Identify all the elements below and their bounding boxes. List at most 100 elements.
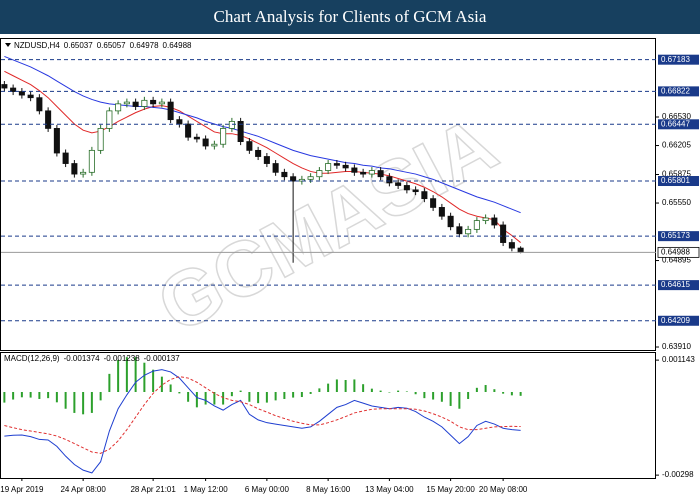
macd-bar bbox=[20, 392, 23, 398]
candle-body bbox=[1, 84, 8, 89]
price-label: 0.64988 bbox=[661, 247, 690, 256]
candle-body bbox=[27, 94, 34, 99]
macd-bar bbox=[467, 392, 470, 399]
y-tick-label: -0.00298 bbox=[662, 470, 694, 479]
macd-bar bbox=[29, 392, 32, 398]
macd-value: -0.001374 bbox=[64, 354, 101, 363]
y-tick-label: 0.66205 bbox=[662, 141, 691, 150]
candle-body bbox=[325, 163, 332, 171]
macd-bar bbox=[239, 390, 242, 393]
ohlc-value: 0.65057 bbox=[97, 41, 126, 50]
macd-line bbox=[4, 376, 521, 454]
candle-body bbox=[45, 110, 52, 129]
macd-bar bbox=[73, 392, 76, 413]
y-tick-label: 0.66530 bbox=[662, 112, 691, 121]
level-box bbox=[658, 231, 699, 242]
candle-body bbox=[517, 247, 524, 253]
y-tick-label: 0.001143 bbox=[662, 355, 695, 364]
level-label: 0.66822 bbox=[661, 86, 690, 95]
level-label: 0.66447 bbox=[661, 119, 690, 128]
ohlc-value: 0.65037 bbox=[64, 41, 93, 50]
price-header: NZDUSD,H4 0.65037 0.65057 0.64978 0.64988 bbox=[14, 41, 192, 50]
macd-bar bbox=[309, 392, 312, 394]
macd-bar bbox=[90, 392, 93, 413]
macd-bar bbox=[493, 389, 496, 393]
macd-bar bbox=[300, 392, 303, 398]
candle-body bbox=[307, 176, 314, 180]
x-tick-label: 19 Apr 2019 bbox=[0, 485, 44, 494]
macd-bar bbox=[440, 392, 443, 402]
macd-bar bbox=[265, 392, 268, 403]
candle-body bbox=[53, 128, 60, 154]
level-label: 0.64615 bbox=[661, 280, 690, 289]
title-bar bbox=[0, 0, 700, 34]
candle-body bbox=[211, 143, 218, 147]
macd-value: -0.000137 bbox=[144, 354, 181, 363]
price-panel bbox=[0, 38, 656, 351]
macd-bar bbox=[230, 392, 233, 397]
macd-bar bbox=[12, 392, 15, 400]
x-tick-label: 15 May 20:00 bbox=[426, 485, 475, 494]
macd-bar bbox=[187, 392, 190, 402]
level-box bbox=[658, 280, 699, 291]
macd-bar bbox=[178, 392, 181, 394]
macd-bar bbox=[397, 390, 400, 393]
candle-body bbox=[491, 217, 498, 226]
candle-body bbox=[141, 99, 148, 107]
moving-average bbox=[4, 55, 521, 214]
x-tick-label: 8 May 16:00 bbox=[306, 485, 351, 494]
price-box bbox=[657, 246, 700, 258]
macd-bar bbox=[125, 357, 128, 393]
candle-body bbox=[220, 128, 227, 145]
candle-body bbox=[158, 101, 165, 105]
ohlc-value: 0.64978 bbox=[130, 41, 159, 50]
macd-bar bbox=[327, 383, 330, 393]
candle-body bbox=[290, 176, 297, 182]
y-tick-label: 0.65875 bbox=[662, 170, 691, 179]
macd-label: MACD(12,26,9) bbox=[4, 354, 60, 363]
macd-bar bbox=[475, 387, 478, 393]
candle-body bbox=[97, 128, 104, 151]
macd-bar bbox=[257, 392, 260, 404]
page-title: Chart Analysis for Clients of GCM Asia bbox=[214, 7, 487, 26]
candle-body bbox=[298, 178, 305, 182]
candle-body bbox=[351, 167, 358, 173]
candle-body bbox=[438, 207, 445, 217]
candle-body bbox=[360, 171, 367, 175]
moving-average bbox=[4, 70, 521, 243]
macd-bar bbox=[152, 369, 155, 393]
candle-body bbox=[447, 215, 454, 228]
macd-header: MACD(12,26,9) -0.001374 -0.001238 -0.000137 bbox=[4, 354, 180, 363]
candle-body bbox=[10, 87, 17, 92]
candle-body bbox=[150, 99, 157, 105]
candle-body bbox=[255, 149, 262, 157]
macd-bar bbox=[414, 392, 417, 395]
candle-body bbox=[465, 228, 472, 235]
y-tick-label: 0.64895 bbox=[662, 256, 691, 265]
x-tick-label: 20 May 08:00 bbox=[479, 485, 528, 494]
macd-bar bbox=[283, 392, 286, 399]
macd-bar bbox=[405, 391, 408, 393]
x-tick-label: 6 May 00:00 bbox=[245, 485, 290, 494]
macd-bar bbox=[432, 392, 435, 400]
candle-body bbox=[395, 182, 402, 186]
macd-bar bbox=[344, 380, 347, 393]
candle-body bbox=[412, 189, 419, 193]
candle-body bbox=[473, 220, 480, 230]
level-box bbox=[658, 119, 699, 130]
candle-body bbox=[333, 163, 340, 166]
macd-bar bbox=[47, 392, 50, 399]
macd-bar bbox=[55, 392, 58, 403]
macd-bar bbox=[248, 392, 251, 402]
candle-body bbox=[80, 171, 87, 175]
level-label: 0.65801 bbox=[661, 176, 690, 185]
candle-body bbox=[316, 170, 323, 178]
macd-bar bbox=[502, 392, 505, 394]
candle-body bbox=[123, 101, 130, 105]
candle-body bbox=[193, 136, 200, 140]
candle-body bbox=[132, 101, 139, 107]
level-box bbox=[658, 176, 699, 187]
candle-body bbox=[62, 152, 69, 164]
macd-bar bbox=[335, 379, 338, 393]
